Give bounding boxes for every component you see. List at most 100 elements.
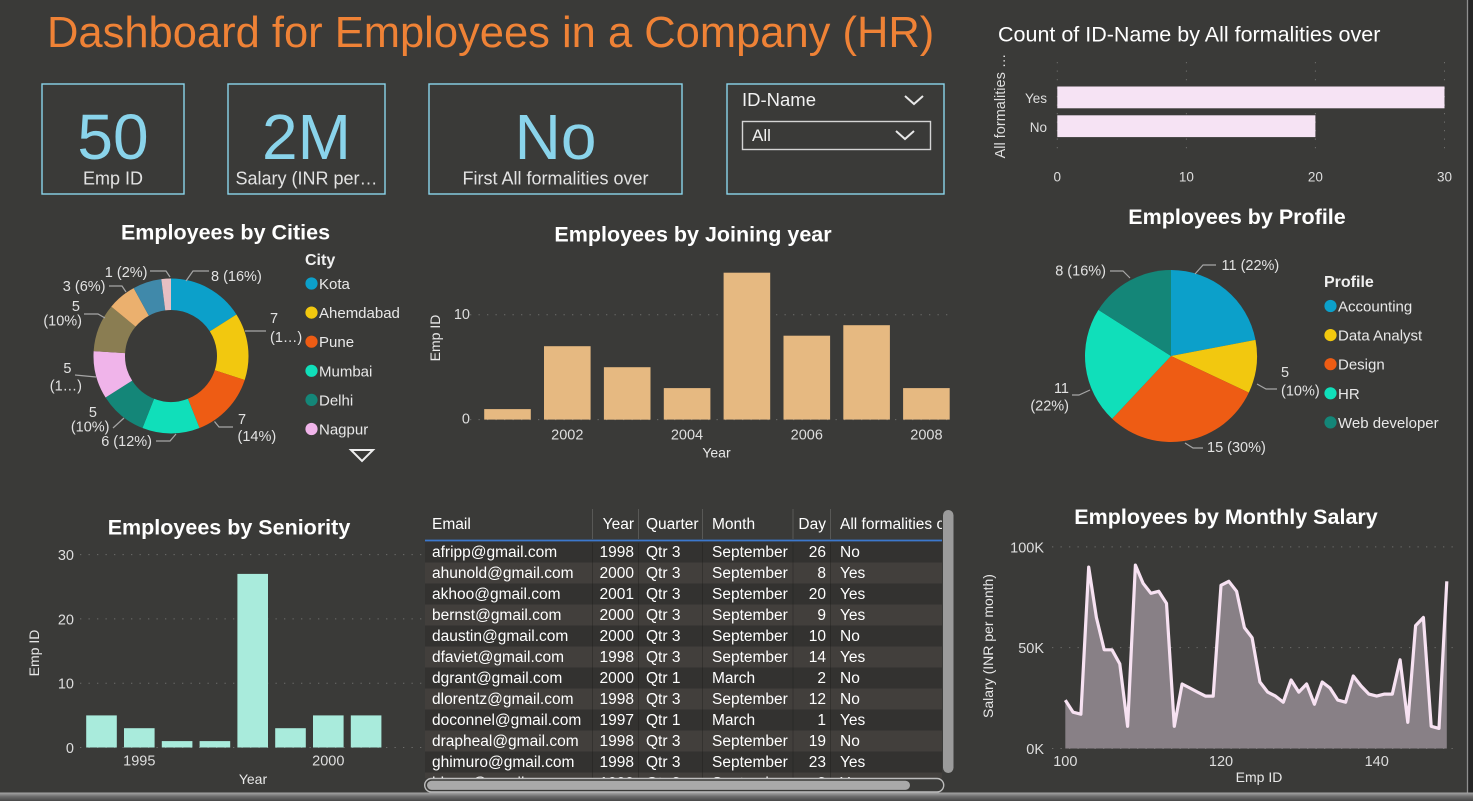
svg-text:Qtr 3: Qtr 3 bbox=[646, 586, 680, 603]
svg-text:19: 19 bbox=[809, 733, 826, 750]
svg-text:September: September bbox=[712, 691, 788, 708]
svg-text:14: 14 bbox=[809, 649, 827, 666]
svg-text:0K: 0K bbox=[1026, 742, 1044, 758]
svg-text:2000: 2000 bbox=[600, 607, 635, 624]
svg-text:Ahemdabad: Ahemdabad bbox=[319, 305, 400, 322]
svg-text:30: 30 bbox=[1437, 170, 1452, 185]
svg-text:2000: 2000 bbox=[600, 670, 635, 687]
svg-text:dgrant@gmail.com: dgrant@gmail.com bbox=[432, 670, 562, 687]
svg-text:Mumbai: Mumbai bbox=[319, 363, 372, 380]
svg-text:Kota: Kota bbox=[319, 276, 351, 293]
svg-text:Salary (INR per month): Salary (INR per month) bbox=[980, 574, 996, 718]
svg-text:March: March bbox=[712, 670, 755, 687]
svg-text:Qtr 3: Qtr 3 bbox=[646, 733, 680, 750]
svg-text:First All formalities over: First All formalities over bbox=[462, 169, 648, 189]
svg-text:1998: 1998 bbox=[600, 754, 634, 771]
svg-text:12: 12 bbox=[809, 691, 826, 708]
svg-text:Qtr 1: Qtr 1 bbox=[646, 712, 680, 729]
svg-text:1995: 1995 bbox=[123, 754, 155, 770]
svg-text:3: 3 bbox=[817, 775, 826, 792]
svg-text:ghimuro@gmail.com: ghimuro@gmail.com bbox=[432, 754, 574, 771]
svg-text:1998: 1998 bbox=[600, 733, 634, 750]
svg-text:Quarter: Quarter bbox=[646, 516, 699, 533]
svg-text:No: No bbox=[840, 628, 860, 645]
svg-text:All formalities ov: All formalities ov bbox=[840, 516, 953, 533]
svg-text:8 (16%): 8 (16%) bbox=[1055, 264, 1106, 280]
svg-text:Yes: Yes bbox=[840, 607, 866, 624]
svg-text:Qtr 3: Qtr 3 bbox=[646, 775, 680, 792]
svg-text:September: September bbox=[712, 733, 788, 750]
svg-text:Year: Year bbox=[239, 771, 268, 787]
svg-text:ahunold@gmail.com: ahunold@gmail.com bbox=[432, 565, 574, 582]
svg-text:Day: Day bbox=[798, 516, 826, 533]
svg-text:100: 100 bbox=[1053, 754, 1077, 770]
svg-text:26: 26 bbox=[809, 544, 826, 561]
svg-text:Employees by Cities: Employees by Cities bbox=[121, 221, 330, 245]
svg-text:1997: 1997 bbox=[600, 712, 634, 729]
svg-text:3 (6%): 3 (6%) bbox=[63, 279, 106, 295]
svg-text:Emp ID: Emp ID bbox=[427, 315, 443, 362]
svg-text:30: 30 bbox=[58, 548, 74, 564]
svg-text:afripp@gmail.com: afripp@gmail.com bbox=[432, 544, 557, 561]
svg-text:doconnel@gmail.com: doconnel@gmail.com bbox=[432, 712, 581, 729]
svg-text:Employees by Profile: Employees by Profile bbox=[1128, 205, 1346, 229]
svg-text:0: 0 bbox=[462, 412, 470, 428]
svg-text:15 (30%): 15 (30%) bbox=[1207, 440, 1266, 456]
svg-text:Yes: Yes bbox=[840, 565, 866, 582]
svg-text:Year: Year bbox=[603, 516, 634, 533]
svg-text:5: 5 bbox=[1281, 365, 1289, 381]
svg-text:7: 7 bbox=[270, 311, 278, 327]
svg-text:Qtr 3: Qtr 3 bbox=[646, 607, 680, 624]
svg-text:0: 0 bbox=[1054, 170, 1062, 185]
svg-text:drapheal@gmail.com: drapheal@gmail.com bbox=[432, 733, 579, 750]
svg-text:Qtr 3: Qtr 3 bbox=[646, 649, 680, 666]
svg-text:2004: 2004 bbox=[671, 428, 703, 444]
svg-text:Nagpur: Nagpur bbox=[319, 422, 368, 439]
svg-text:100K: 100K bbox=[1010, 540, 1044, 556]
svg-text:6 (12%): 6 (12%) bbox=[101, 434, 152, 450]
svg-text:No: No bbox=[515, 101, 597, 173]
svg-text:20: 20 bbox=[58, 612, 74, 628]
svg-text:Profile: Profile bbox=[1324, 274, 1374, 291]
svg-text:20: 20 bbox=[809, 586, 827, 603]
svg-text:No: No bbox=[840, 691, 860, 708]
svg-text:Dashboard for Employees in a C: Dashboard for Employees in a Company (HR… bbox=[47, 9, 934, 57]
svg-text:Qtr 1: Qtr 1 bbox=[646, 670, 680, 687]
svg-text:Qtr 3: Qtr 3 bbox=[646, 565, 680, 582]
svg-text:20: 20 bbox=[1308, 170, 1323, 185]
svg-text:Yes: Yes bbox=[840, 586, 866, 603]
svg-text:Year: Year bbox=[702, 445, 731, 461]
svg-text:Qtr 3: Qtr 3 bbox=[646, 628, 680, 645]
svg-text:March: March bbox=[712, 712, 755, 729]
svg-text:Email: Email bbox=[432, 516, 471, 533]
svg-text:Delhi: Delhi bbox=[319, 392, 353, 409]
svg-text:23: 23 bbox=[809, 754, 826, 771]
svg-text:HR: HR bbox=[1338, 386, 1360, 403]
svg-text:(10%): (10%) bbox=[1281, 384, 1320, 400]
svg-text:1998: 1998 bbox=[600, 544, 634, 561]
svg-text:0: 0 bbox=[66, 741, 74, 757]
svg-text:No: No bbox=[840, 544, 860, 561]
svg-text:8 (16%): 8 (16%) bbox=[211, 269, 262, 285]
svg-text:9: 9 bbox=[817, 607, 826, 624]
svg-text:11 (22%): 11 (22%) bbox=[1222, 258, 1280, 274]
svg-text:hbaer@gmail.com: hbaer@gmail.com bbox=[432, 775, 558, 792]
svg-text:September: September bbox=[712, 607, 788, 624]
svg-text:Employees by Seniority: Employees by Seniority bbox=[108, 516, 351, 540]
svg-text:1 (2%): 1 (2%) bbox=[105, 265, 148, 281]
svg-text:(10%): (10%) bbox=[71, 420, 110, 436]
svg-text:2M: 2M bbox=[262, 101, 351, 173]
svg-text:Count of ID-Name by All formal: Count of ID-Name by All formalities over bbox=[998, 23, 1380, 47]
svg-text:50: 50 bbox=[77, 101, 148, 173]
svg-text:1998: 1998 bbox=[600, 649, 634, 666]
svg-text:2001: 2001 bbox=[600, 586, 634, 603]
svg-text:bernst@gmail.com: bernst@gmail.com bbox=[432, 607, 561, 624]
svg-text:1999: 1999 bbox=[600, 775, 634, 792]
svg-text:5: 5 bbox=[89, 405, 97, 421]
svg-text:1998: 1998 bbox=[600, 691, 634, 708]
svg-text:5: 5 bbox=[72, 299, 80, 315]
svg-text:140: 140 bbox=[1365, 754, 1389, 770]
svg-text:50K: 50K bbox=[1018, 641, 1044, 657]
svg-text:Pune: Pune bbox=[319, 334, 354, 351]
svg-text:September: September bbox=[712, 565, 788, 582]
